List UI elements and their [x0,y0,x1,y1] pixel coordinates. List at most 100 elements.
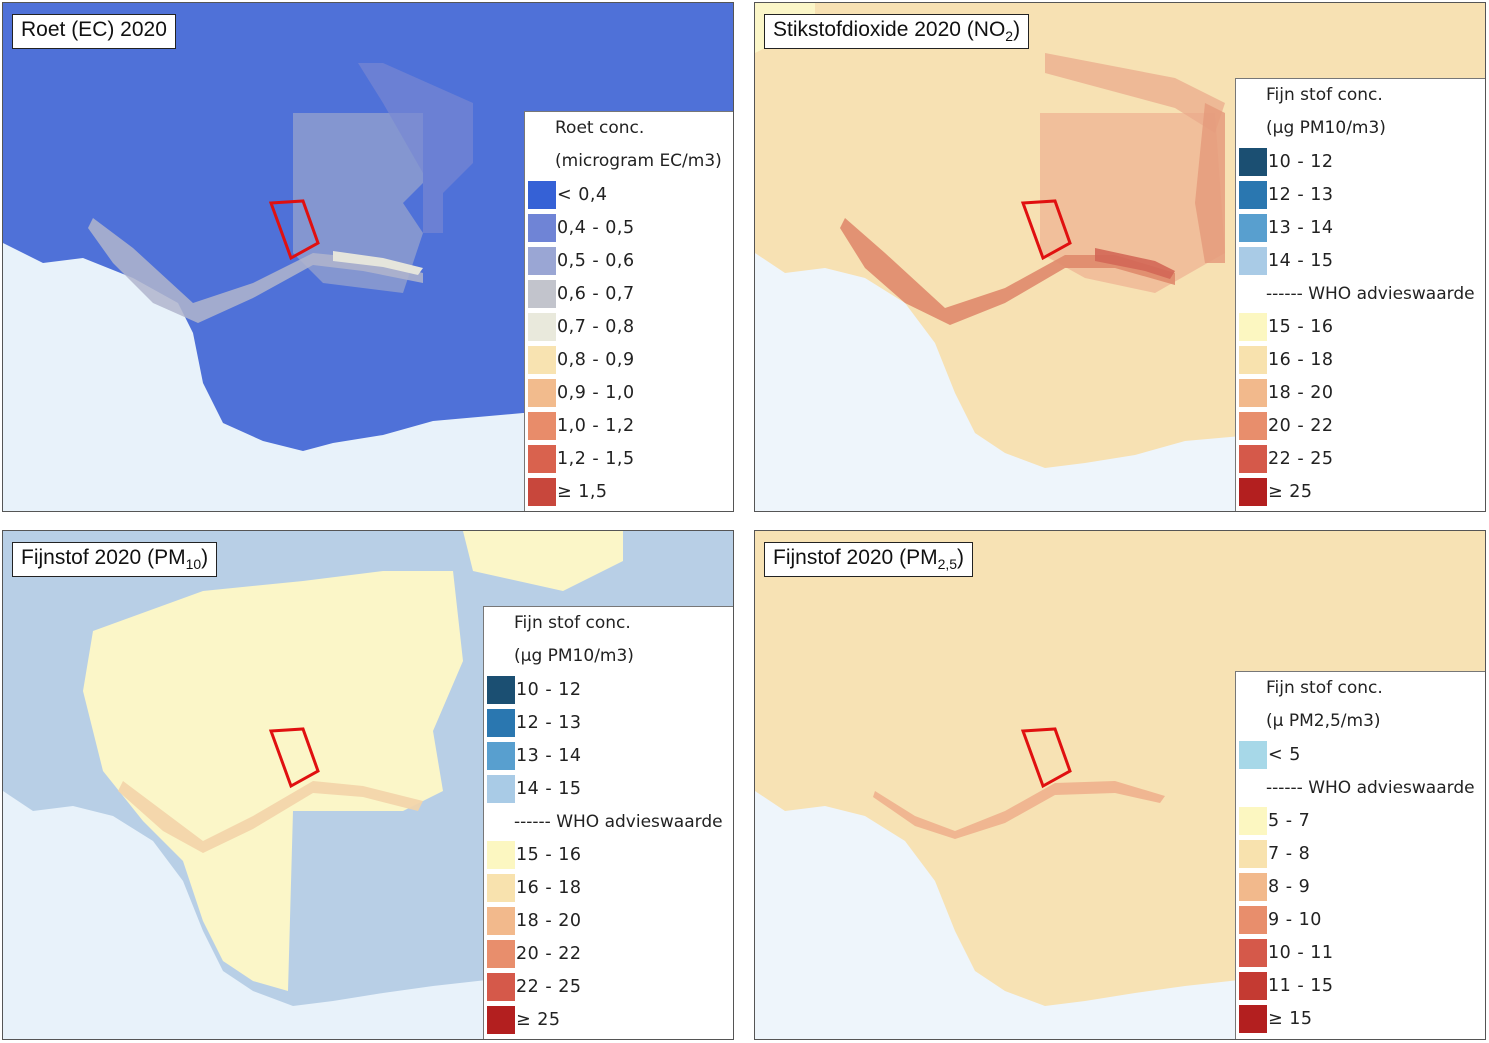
mid-zone [293,113,423,293]
legend-label: 10 - 11 [1268,942,1334,963]
legend-item: 7 - 8 [1236,837,1485,870]
legend-label: 14 - 15 [1268,250,1334,271]
road-corridor [118,781,423,853]
road-north [1045,53,1225,133]
legend-item: 12 - 13 [1236,178,1485,211]
legend-item: 13 - 14 [484,739,733,772]
legend-label: < 5 [1268,744,1301,765]
legend-label: 0,8 - 0,9 [557,349,635,370]
legend-label: 22 - 25 [1268,448,1334,469]
map-panel-roet: Roet (EC) 2020 Roet conc. (microgram EC/m… [2,2,734,512]
legend-item: < 5 [1236,738,1485,771]
legend-swatch [1239,806,1267,835]
road-corridor [840,218,1175,325]
legend-label: 10 - 12 [516,679,582,700]
legend-item: 0,4 - 0,5 [525,211,733,244]
legend-label: 13 - 14 [1268,217,1334,238]
mid-zone-north [358,63,473,233]
study-area-outline [1020,727,1072,789]
legend: Fijn stof conc. (µg PM10/m3) 10 - 12 12 - 1… [1235,78,1485,511]
legend-swatch [1239,971,1267,1000]
map-panel-pm25: Fijnstof 2020 (PM2,5) Fijn stof conc. (µ … [754,530,1486,1040]
legend-label: 0,7 - 0,8 [557,316,635,337]
legend-swatch [528,180,556,209]
legend-item: 10 - 12 [484,673,733,706]
legend-label: 9 - 10 [1268,909,1322,930]
legend-swatch [487,840,515,869]
legend-swatch [1239,246,1267,275]
legend-heading: Fijn stof conc. [514,613,631,633]
legend-label: < 0,4 [557,184,608,205]
legend-item: 20 - 22 [484,937,733,970]
study-area-outline [268,727,320,789]
panel-title: Fijnstof 2020 (PM10) [12,542,218,578]
legend-label: 0,6 - 0,7 [557,283,635,304]
legend-heading: Fijn stof conc. [1266,678,1383,698]
legend-item: 1,0 - 1,2 [525,409,733,442]
legend-swatch [487,741,515,770]
legend-swatch [487,873,515,902]
legend-item: 8 - 9 [1236,870,1485,903]
legend-swatch [528,378,556,407]
legend-swatch [528,246,556,275]
legend-label: ≥ 1,5 [557,481,608,502]
legend-item: 15 - 16 [1236,310,1485,343]
legend-item: 1,2 - 1,5 [525,442,733,475]
legend-item: 10 - 12 [1236,145,1485,178]
panel-title: Roet (EC) 2020 [12,14,176,50]
legend-unit: (microgram EC/m3) [555,151,722,171]
legend-item: 20 - 22 [1236,409,1485,442]
legend-label: 16 - 18 [1268,349,1334,370]
legend-swatch [487,675,515,704]
legend-swatch [528,279,556,308]
legend-swatch [528,477,556,506]
legend-item: ≥ 1,5 [525,475,733,508]
legend-swatch [1239,213,1267,242]
legend-label: 7 - 8 [1268,843,1311,864]
legend-unit: (µg PM10/m3) [1266,118,1386,138]
legend-swatch [528,345,556,374]
legend: Fijn stof conc. (µg PM10/m3) 10 - 12 12 - 1… [483,606,733,1039]
legend-swatch [1239,312,1267,341]
legend-label: 18 - 20 [516,910,582,931]
legend-label: 20 - 22 [516,943,582,964]
legend-label: 15 - 16 [516,844,582,865]
study-area-outline [1020,199,1072,261]
legend-item: 9 - 10 [1236,903,1485,936]
legend-label: ≥ 15 [1268,1008,1313,1029]
legend-swatch [1239,905,1267,934]
legend-swatch [487,906,515,935]
legend-swatch [1239,411,1267,440]
legend-label: ≥ 25 [1268,481,1313,502]
legend-item: 5 - 7 [1236,804,1485,837]
panel-title: Stikstofdioxide 2020 (NO2) [764,14,1030,50]
legend-swatch [1239,872,1267,901]
threshold-zone [83,571,463,991]
legend-item: 16 - 18 [484,871,733,904]
legend-item: 11 - 15 [1236,969,1485,1002]
legend-label: 14 - 15 [516,778,582,799]
legend-swatch [1239,1004,1267,1033]
legend-label: 1,2 - 1,5 [557,448,635,469]
legend-unit: (µ PM2,5/m3) [1266,711,1381,731]
legend-label: 0,4 - 0,5 [557,217,635,238]
legend-swatch [487,972,515,1001]
legend-item: 0,9 - 1,0 [525,376,733,409]
legend: Roet conc. (microgram EC/m3) < 0,4 0,4 - 0,… [524,111,733,511]
legend-label: 20 - 22 [1268,415,1334,436]
legend-label: 10 - 12 [1268,151,1334,172]
legend-unit: (µg PM10/m3) [514,646,634,666]
legend-who-guideline: ------ WHO advieswaarde [514,811,723,832]
legend-swatch [1239,180,1267,209]
legend-label: 18 - 20 [1268,382,1334,403]
legend-label: 12 - 13 [1268,184,1334,205]
legend-swatch [1239,147,1267,176]
legend-swatch [487,708,515,737]
legend-item: 16 - 18 [1236,343,1485,376]
legend-heading: Fijn stof conc. [1266,85,1383,105]
legend-label: 0,9 - 1,0 [557,382,635,403]
legend-label: 1,0 - 1,2 [557,415,635,436]
legend-item: 0,7 - 0,8 [525,310,733,343]
road-hotspot [333,251,423,275]
legend-item: 13 - 14 [1236,211,1485,244]
